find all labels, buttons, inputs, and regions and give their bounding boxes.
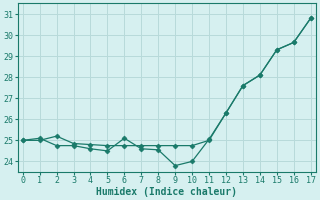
X-axis label: Humidex (Indice chaleur): Humidex (Indice chaleur) xyxy=(96,186,237,197)
